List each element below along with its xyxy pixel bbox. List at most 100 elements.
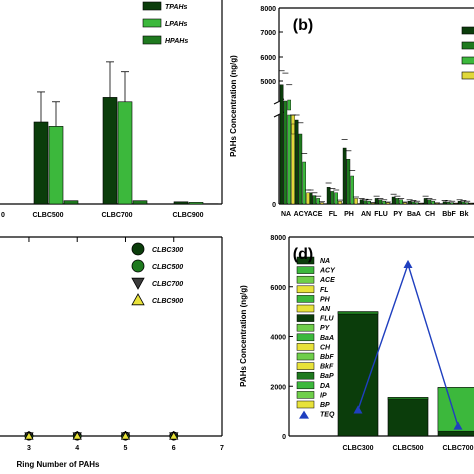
panel-d-legend-swatch [296, 362, 315, 370]
panel-d-legend-marker [299, 410, 309, 419]
panel-d-x-tick-label: CLBC700 [442, 445, 473, 452]
panel-b-bar [442, 201, 447, 205]
panel-d-legend-label: PY [320, 325, 331, 332]
panel-d-legend-swatch [296, 381, 315, 390]
panel-c-x-tick-label: 4 [75, 445, 79, 452]
panel-b-legend-swatch [461, 41, 474, 50]
panel-a-bar [33, 121, 49, 205]
panel-b-bar [320, 202, 324, 205]
panel-d-legend-label: PH [320, 296, 331, 303]
panel-b-bar [457, 200, 462, 205]
panel-d-x-tick-label: CLBC500 [392, 445, 423, 452]
panel-a-legend-label: TPAHs [165, 4, 188, 11]
panel-b-bar [342, 147, 347, 205]
panel-d-legend-swatch [296, 285, 315, 294]
panel-b-y-tick-label: 6000 [260, 55, 276, 62]
panel-d-legend-swatch [296, 400, 315, 409]
panel-c-x-tick-label: 5 [124, 445, 128, 452]
panel-d-legend-swatch [296, 304, 315, 313]
panel-b-x-tick-label: PY [393, 211, 403, 218]
panel-b-bar [330, 191, 335, 205]
panel-d-legend-label: ACE [319, 277, 335, 284]
panel-c-legend-label: CLBC700 [152, 281, 183, 288]
panel-d-legend-swatch [296, 314, 315, 322]
panel-d-x-tick-label: CLBC300 [342, 445, 373, 452]
panel-a-legend-swatch [142, 18, 162, 28]
panel-c-legend-marker [131, 242, 145, 256]
panel-c-x-tick-label: 6 [172, 445, 176, 452]
panel-b-bar [287, 99, 292, 111]
panel-b-bar [419, 203, 423, 205]
panel-d-stack-na [337, 311, 379, 437]
panel-c-legend-label: CLBC900 [152, 298, 183, 305]
panel-d-legend-label: BkF [320, 364, 334, 371]
panel-b-bar [312, 195, 317, 205]
panel-a-x-tick-label: CLBC500 [32, 212, 63, 219]
panel-d-legend-swatch [296, 266, 315, 274]
panel-d-stack-minor [387, 397, 429, 400]
panel-b-x-tick-label: ACY [294, 211, 309, 218]
panel-b-y-axis-label: PAHs Concentration (ng/g) [229, 55, 238, 157]
panel-d-legend-swatch [296, 371, 315, 380]
panel-d-legend-swatch [296, 333, 315, 342]
panel-b-bar [302, 161, 307, 205]
panel-d-legend-label: AN [319, 306, 331, 313]
panel-b-x-tick-label: BaA [407, 211, 421, 218]
panel-b-bar [346, 158, 351, 205]
panel-d-legend-label: BaP [320, 373, 334, 380]
panel-c-data-point [24, 431, 34, 440]
panel-b-bar [374, 198, 379, 205]
panel-d-legend-label: BaA [320, 335, 334, 342]
panel-b-bar [359, 199, 364, 205]
panel-b-bar [294, 119, 299, 205]
panel-b-bar [461, 201, 466, 205]
panel-a-bar [117, 101, 133, 205]
panel-a-bar [132, 200, 148, 205]
panel-b-x-tick-label: FLU [374, 211, 388, 218]
panel-a-legend-swatch [142, 1, 162, 11]
panel-d-legend-swatch [296, 343, 315, 351]
panel-d-y-tick-label: 6000 [270, 285, 286, 292]
panel-d-legend-swatch [296, 256, 315, 265]
panel-d-legend-label: DA [320, 383, 330, 390]
panel-d-legend-label: FL [320, 287, 329, 294]
panel-d-legend-swatch [296, 275, 315, 284]
panel-b-bar [407, 200, 412, 205]
panel-d-stack-na [387, 397, 429, 437]
panel-d-legend-label: NA [320, 258, 330, 265]
panel-d-legend-label: IP [320, 392, 327, 399]
panel-d-teq-point [403, 259, 413, 268]
panel-b-bar [411, 201, 416, 205]
panel-b-bar [378, 199, 383, 205]
panel-a-bar [173, 201, 189, 205]
panel-b-tag: (b) [293, 17, 313, 34]
panel-b-bar [354, 198, 358, 205]
panel-b-bar [403, 202, 407, 205]
panel-a-bar [48, 126, 64, 205]
panel-d-stack-minor [337, 311, 379, 315]
panel-b-bar [287, 114, 292, 205]
panel-b-y-tick-label: 7000 [260, 30, 276, 37]
panel-d-legend-swatch [296, 391, 315, 399]
panel-a-x-tick-label: CLBC900 [172, 212, 203, 219]
panel-b-bar [371, 202, 375, 205]
panel-b-bar [306, 192, 310, 205]
panel-b-y-tick-label: 8000 [260, 6, 276, 13]
panel-d-legend-label: BP [320, 402, 330, 409]
panel-b-x-tick-label: AN [361, 211, 371, 218]
panel-c-legend-label: CLBC500 [152, 264, 183, 271]
panel-b-x-tick-label: CH [425, 211, 435, 218]
panel-b-bar [435, 202, 439, 205]
panel-b-y-tick-label: 0 [272, 202, 276, 209]
panel-b-legend-swatch [461, 56, 474, 65]
panel-a-bar [102, 97, 118, 205]
panel-b-x-tick-label: NA [281, 211, 291, 218]
panel-d-teq-point [353, 405, 363, 414]
panel-d-y-axis-label: PAHs Concentration (ng/g) [239, 285, 248, 387]
panel-b-bar [279, 84, 284, 205]
panel-a-legend-swatch [142, 35, 162, 45]
panel-d-legend-label: CH [320, 344, 331, 351]
panel-a-legend-label: HPAHs [165, 38, 188, 45]
panel-b-bar [386, 202, 390, 205]
